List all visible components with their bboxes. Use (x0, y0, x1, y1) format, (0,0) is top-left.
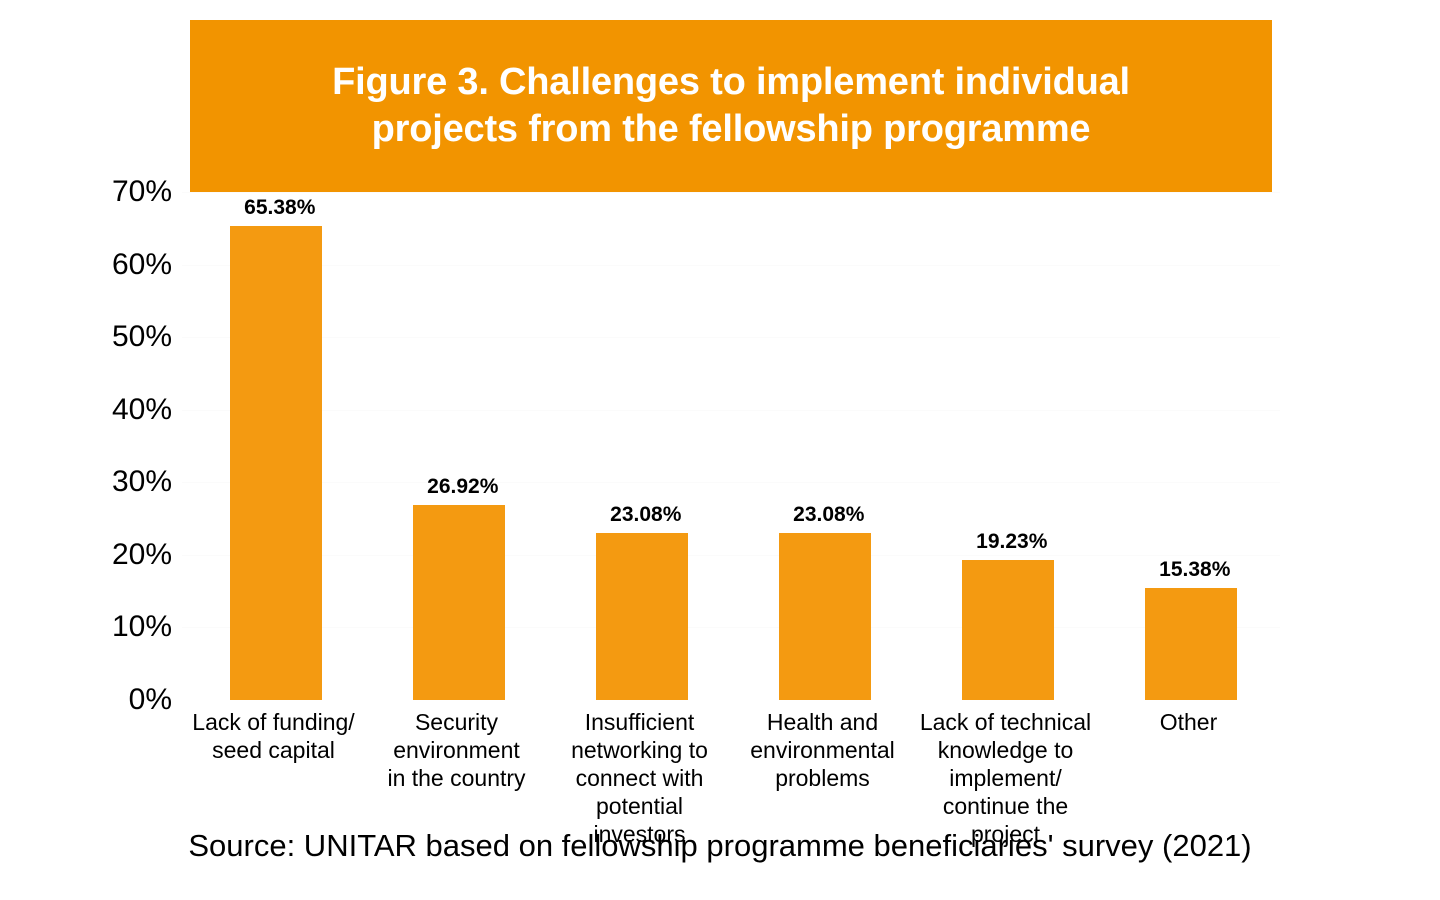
bar-value-label: 23.08% (793, 502, 865, 526)
x-axis-category: Security environment in the country (365, 708, 548, 792)
y-axis: 70% 60% 50% 40% 30% 20% 10% 0% (0, 175, 182, 716)
bar-value-label: 65.38% (244, 195, 316, 219)
bar-chart: 70% 60% 50% 40% 30% 20% 10% 0% 65.38% 26.92% 23.0… (0, 175, 1440, 847)
bar[interactable] (595, 532, 688, 700)
x-axis-category-label: Other (1159, 709, 1218, 735)
y-axis-tick-label: 50% (111, 320, 172, 354)
bar-group[interactable]: 23.08% (595, 192, 688, 700)
bar-group[interactable]: 26.92% (412, 192, 505, 700)
bar-value-label: 23.08% (610, 502, 682, 526)
gridline (182, 337, 1280, 339)
x-axis-category: Other (1097, 708, 1280, 736)
gridline (182, 192, 1280, 193)
title-line-1: Figure 3. Challenges to implement indivi… (332, 60, 1130, 103)
x-axis-category-label: Security environment in the country (387, 709, 526, 792)
figure-title-banner: Figure 3. Challenges to implement indivi… (190, 20, 1272, 192)
bar[interactable] (961, 560, 1054, 700)
x-axis: Lack of funding/ seed capital Security en… (182, 708, 1280, 847)
y-axis-tick-label: 30% (111, 465, 172, 499)
x-axis-category-label: Health and environmental problems (750, 709, 895, 792)
bar[interactable] (229, 225, 322, 700)
gridline (182, 264, 1280, 266)
source-caption: Source: UNITAR based on fellowship progr… (188, 828, 1252, 863)
bar-group[interactable]: 65.38% (229, 192, 322, 700)
bar-group[interactable]: 23.08% (778, 192, 871, 700)
y-axis-tick-label: 10% (111, 610, 172, 644)
gridline (182, 482, 1280, 484)
gridline (182, 409, 1280, 411)
y-axis-tick-label: 20% (111, 537, 172, 571)
x-axis-category: Lack of technical knowledge to implement… (914, 708, 1097, 848)
x-axis-category-label: Insufficient networking to connect with … (571, 709, 708, 848)
bar-value-label: 19.23% (976, 530, 1048, 554)
bar-group[interactable]: 15.38% (1144, 192, 1237, 700)
bar[interactable] (778, 532, 871, 700)
x-axis-category: Health and environmental problems (731, 708, 914, 792)
gridline (182, 554, 1280, 556)
plot-area: 65.38% 26.92% 23.08% 23.08% 19.23% 15.38% (182, 192, 1280, 700)
bar[interactable] (1144, 588, 1237, 700)
y-axis-tick-label: 40% (111, 392, 172, 426)
y-axis-tick-label: 60% (111, 247, 172, 281)
x-axis-category: Insufficient networking to connect with … (548, 708, 731, 848)
title-line-2: projects from the fellowship programme (371, 108, 1091, 150)
bar[interactable] (412, 504, 505, 700)
bar-value-label: 26.92% (427, 474, 499, 498)
x-axis-category-label: Lack of funding/ seed capital (192, 709, 355, 764)
gridline (182, 627, 1280, 629)
y-axis-tick-label: 70% (111, 175, 172, 208)
x-axis-category-label: Lack of technical knowledge to implement… (919, 709, 1092, 848)
page-title: Figure 3. Challenges to implement indivi… (332, 59, 1130, 154)
bar-group[interactable]: 19.23% (961, 192, 1054, 700)
y-axis-tick-label: 0% (128, 683, 172, 716)
x-axis-category: Lack of funding/ seed capital (182, 708, 365, 764)
bar-value-label: 15.38% (1159, 558, 1231, 582)
